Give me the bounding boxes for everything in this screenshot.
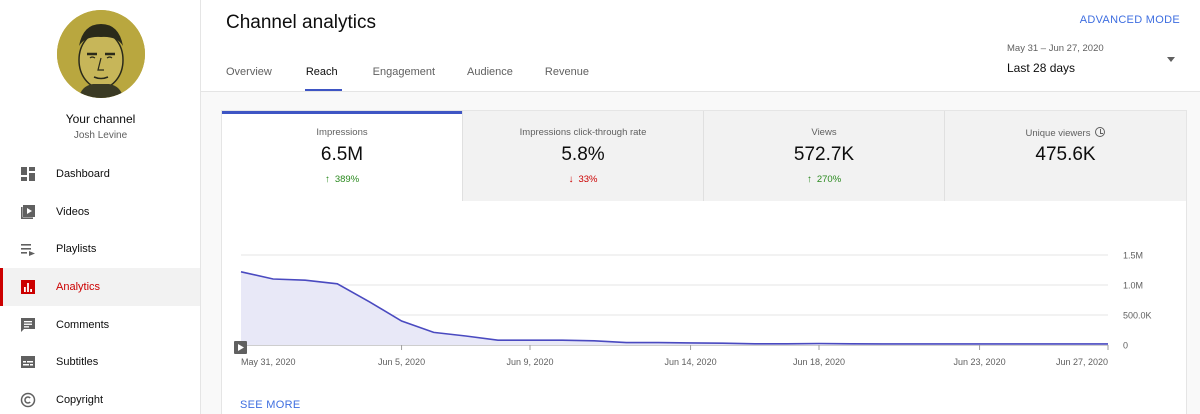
analytics-icon [21,279,35,294]
metric-label: Impressions click-through rate [519,127,647,138]
metric-change: ↑ 389% [222,174,462,185]
metric-value: 475.6K [1035,144,1096,165]
chart-x-axis: May 31, 2020 Jun 5, 2020 Jun 9, 2020 Jun 14… [240,345,1109,367]
metric-ctr[interactable]: Impressions click-through rate 5.8% ↓ 33% [463,111,704,201]
metric-unique-viewers[interactable]: Unique viewers 475.6K [945,111,1186,201]
x-tick-label: May 31, 2020 [241,357,296,367]
subtitles-icon [21,356,35,369]
y-tick-label: 0 [1123,341,1128,351]
metric-impressions[interactable]: Impressions 6.5M ↑ 389% [222,111,463,201]
x-tick-label: Jun 27, 2020 [1056,357,1108,367]
sidebar-item-label: Dashboard [56,167,110,180]
tab-reach[interactable]: Reach [304,58,342,91]
reach-card: Impressions 6.5M ↑ 389% Impressions click… [221,110,1187,414]
videos-icon [21,204,35,219]
date-range-dates: May 31 – Jun 27, 2020 [1007,43,1104,54]
playlists-icon [21,244,35,257]
tab-revenue[interactable]: Revenue [544,66,589,78]
header-divider [201,91,1200,92]
caret-down-icon [1167,57,1175,62]
sidebar-item-copyright[interactable]: Copyright [0,381,200,414]
x-tick-label: Jun 18, 2020 [793,357,845,367]
sidebar-item-label: Playlists [56,243,97,256]
sidebar-item-analytics[interactable]: Analytics [0,268,200,306]
impressions-chart: 0 500.0K 1.0M 1.5M May 31, 2020 Jun 5, 2020 J… [234,251,1152,367]
play-icon [238,344,244,351]
metric-tabs: Impressions 6.5M ↑ 389% Impressions click… [222,111,1186,201]
y-tick-label: 500.0K [1123,311,1152,321]
sidebar-item-label: Copyright [56,393,104,406]
tab-overview[interactable]: Overview [226,66,272,78]
x-tick-label: Jun 9, 2020 [506,357,553,367]
sidebar-item-videos[interactable]: Videos [0,193,200,231]
metric-views[interactable]: Views 572.7K ↑ 270% [704,111,945,201]
metric-change-value: 33% [578,174,598,185]
sidebar-item-playlists[interactable]: Playlists [0,230,200,268]
owner-name: Josh Levine [73,130,128,141]
sidebar-item-label: Analytics [56,280,101,293]
metric-label-text: Unique viewers [1025,128,1091,139]
metric-change-value: 270% [816,174,842,185]
date-range-selector[interactable]: May 31 – Jun 27, 2020 Last 28 days [1007,43,1187,75]
page-title: Channel analytics [226,12,376,33]
metric-change-value: 389% [334,174,360,185]
sidebar-nav: Dashboard Videos Playlists [0,155,200,414]
comments-icon [21,317,35,332]
analytics-tabs: Overview Reach Engagement Audience Reven… [226,58,620,91]
tab-engagement[interactable]: Engagement [372,66,436,78]
sidebar-item-comments[interactable]: Comments [0,306,200,344]
impressions-line [240,271,1108,345]
advanced-mode-button[interactable]: ADVANCED MODE [1079,14,1180,26]
info-clock-icon[interactable] [1095,127,1106,137]
x-tick-label: Jun 5, 2020 [378,357,425,367]
channel-label: Your channel [65,112,136,126]
metric-label: Impressions [316,127,368,138]
avatar-image [57,10,145,98]
sidebar-item-label: Comments [56,318,110,331]
play-button[interactable] [234,341,247,354]
x-tick-label: Jun 14, 2020 [665,357,717,367]
metric-change: ↓ 33% [463,174,703,185]
metric-label: Views [811,127,837,138]
sidebar-item-dashboard[interactable]: Dashboard [0,155,200,193]
y-tick-label: 1.0M [1123,281,1143,291]
metric-change: ↑ 270% [704,174,944,185]
arrow-up-icon: ↑ [806,174,812,185]
metric-label: Unique viewers [945,127,1186,139]
copyright-icon [20,392,36,408]
arrow-down-icon: ↓ [568,174,574,185]
chart-y-axis: 0 500.0K 1.0M 1.5M [1123,251,1152,351]
tab-audience[interactable]: Audience [467,66,513,78]
metric-value: 6.5M [320,144,364,165]
sidebar-item-label: Videos [56,205,90,218]
chart-series [240,271,1108,345]
sidebar-item-subtitles[interactable]: Subtitles [0,343,200,381]
impressions-area [241,271,1108,345]
arrow-up-icon: ↑ [324,174,330,185]
date-range-label: Last 28 days [1007,61,1076,75]
x-tick-label: Jun 23, 2020 [954,357,1006,367]
sidebar: Your channel Josh Levine Dashboard Video… [0,0,201,414]
metric-value: 5.8% [561,144,605,165]
avatar[interactable] [57,10,145,98]
sidebar-item-label: Subtitles [56,356,99,369]
metric-value: 572.7K [793,144,855,165]
see-more-link[interactable]: SEE MORE [240,399,301,411]
y-tick-label: 1.5M [1123,251,1143,261]
dashboard-icon [21,166,35,181]
